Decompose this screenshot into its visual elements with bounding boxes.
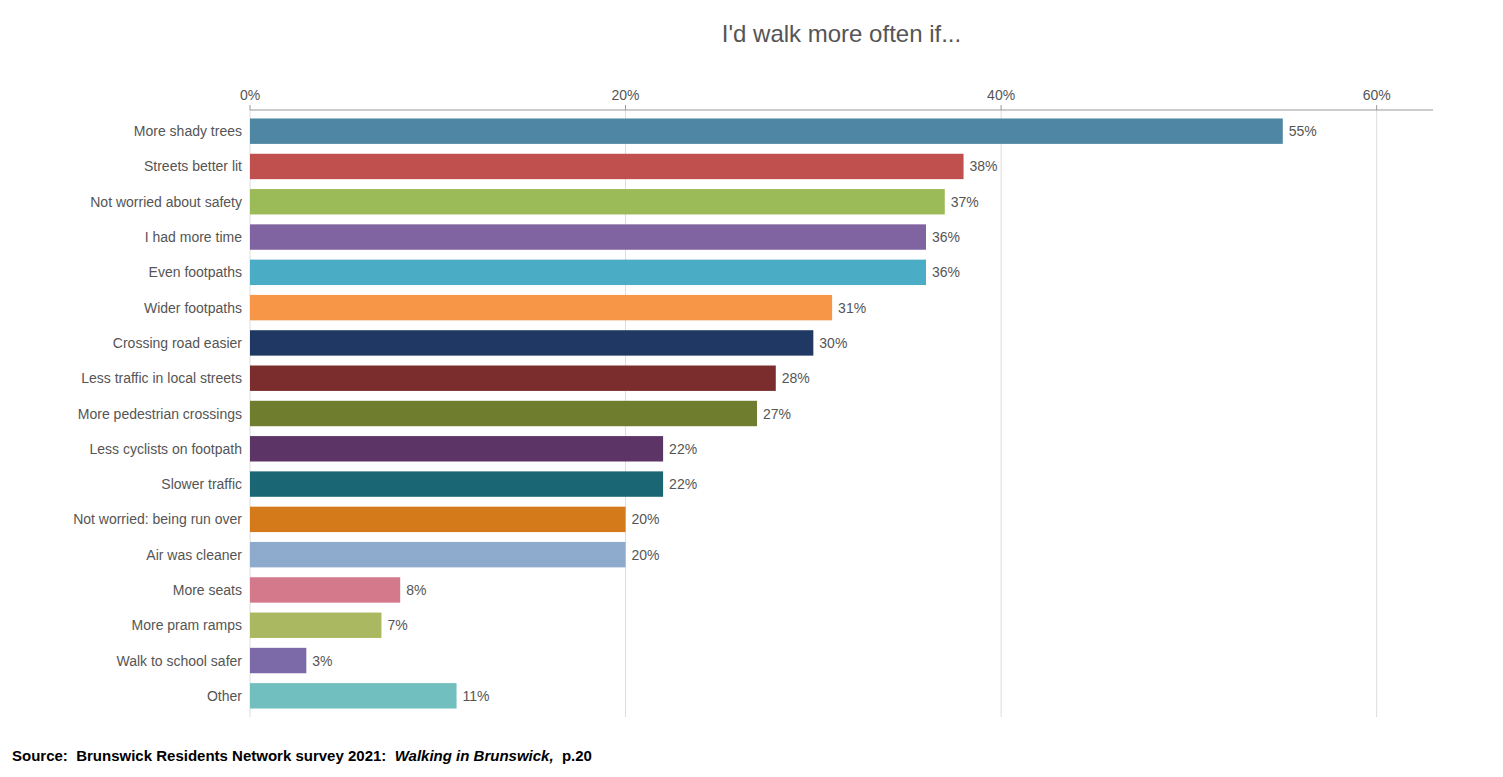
bar	[250, 260, 926, 285]
bar	[250, 118, 1283, 143]
data-label: 55%	[1289, 123, 1317, 139]
grid-line	[1376, 110, 1377, 717]
source-part: p.20	[554, 747, 592, 764]
tick-mark	[1376, 105, 1377, 110]
source: Source: Brunswick Residents Network surv…	[12, 747, 592, 764]
category-label: Other	[207, 688, 242, 704]
data-label: 3%	[312, 653, 332, 669]
tick-mark	[625, 105, 626, 110]
data-label: 36%	[932, 229, 960, 245]
data-label: 38%	[970, 158, 998, 174]
data-label: 37%	[951, 194, 979, 210]
bar	[250, 189, 945, 214]
tick-mark	[1001, 105, 1002, 110]
data-label: 28%	[782, 370, 810, 386]
bar	[250, 507, 626, 532]
category-label: Walk to school safer	[116, 653, 242, 669]
category-label: More seats	[173, 582, 242, 598]
bar	[250, 224, 926, 249]
bar	[250, 577, 400, 602]
source-part: Source: Brunswick Residents Network surv…	[12, 747, 395, 764]
grid	[250, 105, 1377, 717]
category-label: Less traffic in local streets	[81, 370, 242, 386]
data-label: 22%	[669, 441, 697, 457]
bar	[250, 330, 813, 355]
bar	[250, 471, 663, 496]
tick-label: 60%	[1363, 87, 1391, 103]
tick-mark	[250, 105, 251, 110]
category-label: Not worried about safety	[90, 194, 242, 210]
bar	[250, 648, 306, 673]
bar	[250, 401, 757, 426]
tick-label: 0%	[240, 87, 260, 103]
category-label: More shady trees	[134, 123, 242, 139]
data-label: 7%	[387, 617, 407, 633]
data-label: 20%	[632, 547, 660, 563]
bar	[250, 154, 964, 179]
category-label: Less cyclists on footpath	[89, 441, 242, 457]
chart: I'd walk more often if... 0% 20% 40% 60% More…	[0, 0, 1503, 777]
axis-line	[250, 110, 1433, 111]
category-label: Even footpaths	[149, 264, 242, 280]
data-label: 20%	[632, 511, 660, 527]
bars	[250, 118, 1283, 708]
category-label: Wider footpaths	[144, 300, 242, 316]
data-label: 27%	[763, 406, 791, 422]
category-label: Slower traffic	[161, 476, 242, 492]
bar	[250, 366, 776, 391]
source-part: Walking in Brunswick,	[395, 747, 554, 764]
category-label: Not worried: being run over	[73, 511, 242, 527]
category-label: Air was cleaner	[146, 547, 242, 563]
data-label: 8%	[406, 582, 426, 598]
category-label: More pedestrian crossings	[78, 406, 242, 422]
bar	[250, 683, 457, 708]
bar	[250, 542, 626, 567]
bar	[250, 295, 832, 320]
data-label: 11%	[463, 688, 490, 704]
category-label: Crossing road easier	[113, 335, 243, 351]
tick-label: 40%	[987, 87, 1015, 103]
data-label: 31%	[838, 300, 866, 316]
bar	[250, 613, 381, 638]
grid-line	[1001, 110, 1002, 717]
category-label: Streets better lit	[144, 158, 242, 174]
tick-label: 20%	[612, 87, 640, 103]
title: I'd walk more often if...	[722, 20, 961, 47]
data-label: 22%	[669, 476, 697, 492]
data-label: 36%	[932, 264, 960, 280]
bar	[250, 436, 663, 461]
category-label: More pram ramps	[132, 617, 242, 633]
data-label: 30%	[819, 335, 847, 351]
category-label: I had more time	[145, 229, 242, 245]
